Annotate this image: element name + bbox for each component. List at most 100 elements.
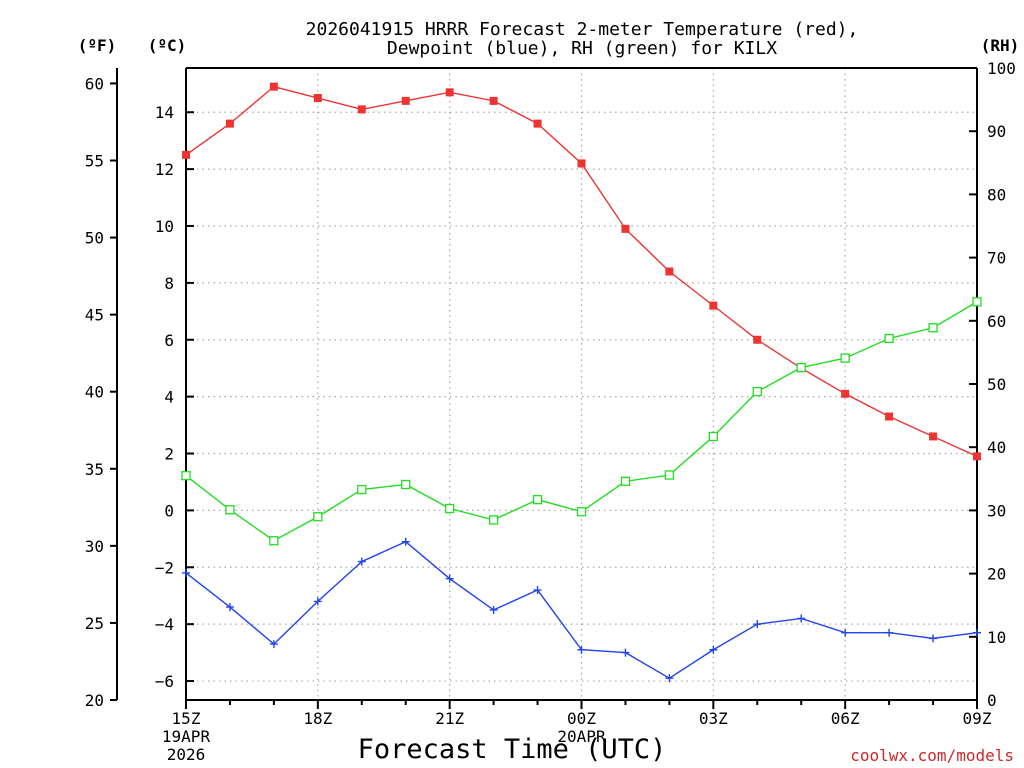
celsius-tick-label: 10 — [155, 217, 174, 236]
fahrenheit-tick-label: 20 — [85, 691, 104, 710]
dewpoint-point — [357, 557, 366, 566]
x-tick-label: 00Z — [567, 709, 596, 728]
dewpoint-point — [885, 628, 894, 637]
fahrenheit-tick-label: 35 — [85, 460, 104, 479]
rh-point — [181, 470, 191, 481]
celsius-tick-label: 4 — [164, 388, 174, 407]
temperature-point — [709, 301, 718, 310]
rh-point — [576, 507, 587, 517]
x-date-label: 2026 — [167, 745, 206, 764]
temperature-point — [621, 224, 630, 233]
rh-point — [796, 362, 806, 373]
dewpoint-point — [577, 645, 586, 654]
dewpoint-point — [841, 628, 850, 637]
dewpoint-point — [445, 574, 454, 583]
rh-point — [225, 505, 235, 515]
temperature-point — [577, 159, 586, 168]
credit-text: coolwx.com/models — [850, 746, 1014, 765]
rh-unit-label: (RH) — [981, 36, 1020, 55]
celsius-tick-label: 6 — [164, 331, 174, 350]
fahrenheit-tick-label: 60 — [85, 74, 104, 93]
temperature-point — [533, 119, 542, 128]
rh-point — [445, 503, 455, 514]
celsius-tick-label: −6 — [155, 672, 174, 691]
rh-tick-label: 10 — [987, 628, 1006, 647]
rh-point — [313, 512, 323, 522]
rh-tick-label: 90 — [987, 122, 1006, 141]
chart-title-line-1: 2026041915 HRRR Forecast 2-meter Tempera… — [306, 19, 859, 40]
rh-tick-label: 50 — [987, 375, 1006, 394]
temperature-point — [445, 88, 454, 97]
dewpoint-point — [533, 586, 542, 595]
temperature-point — [313, 94, 322, 103]
temperature-point — [357, 105, 366, 114]
rh-tick-label: 100 — [987, 59, 1016, 78]
x-tick-label: 21Z — [435, 709, 464, 728]
celsius-unit-label: (ºC) — [148, 36, 187, 55]
fahrenheit-tick-label: 30 — [85, 537, 104, 556]
rh-tick-label: 60 — [987, 312, 1006, 331]
dewpoint-point — [489, 605, 498, 614]
fahrenheit-unit-label: (ºF) — [78, 36, 117, 55]
temperature-point — [841, 389, 850, 398]
celsius-tick-label: 14 — [155, 103, 174, 122]
rh-tick-label: 0 — [987, 691, 997, 710]
temperature-point — [401, 96, 410, 105]
axes-layer — [110, 67, 978, 709]
dewpoint-point — [929, 634, 938, 643]
dewpoint-point — [709, 645, 718, 654]
rh-tick-label: 20 — [987, 565, 1006, 584]
celsius-tick-label: −4 — [155, 615, 174, 634]
rh-point — [269, 536, 279, 546]
x-tick-label: 03Z — [699, 709, 728, 728]
dewpoint-point — [753, 620, 762, 629]
rh-tick-label: 40 — [987, 438, 1006, 457]
fahrenheit-tick-label: 55 — [85, 151, 104, 170]
dewpoint-point — [973, 628, 981, 637]
temperature-point — [225, 119, 234, 128]
text-layer: 2026041915 HRRR Forecast 2-meter Tempera… — [78, 19, 1020, 765]
temperature-point — [753, 335, 762, 344]
rh-point — [401, 479, 411, 490]
celsius-tick-label: 8 — [164, 274, 174, 293]
rh-point — [752, 386, 762, 397]
rh-point — [488, 515, 499, 525]
fahrenheit-tick-label: 25 — [85, 614, 104, 633]
fahrenheit-tick-label: 50 — [85, 229, 104, 248]
x-tick-label: 06Z — [831, 709, 860, 728]
dewpoint-point — [313, 597, 322, 606]
temperature-point — [929, 432, 938, 441]
fahrenheit-tick-label: 40 — [85, 383, 104, 402]
series-layer — [181, 82, 982, 683]
rh-tick-label: 30 — [987, 501, 1006, 520]
temperature-point — [665, 267, 674, 276]
temperature-point — [489, 96, 498, 105]
rh-point — [884, 333, 894, 344]
rh-point — [840, 353, 850, 363]
rh-tick-label: 70 — [987, 249, 1006, 268]
x-tick-label: 15Z — [172, 709, 201, 728]
x-axis-title: Forecast Time (UTC) — [358, 734, 667, 765]
rh-point — [708, 431, 718, 442]
temperature-point — [182, 150, 190, 159]
rh-point — [664, 470, 675, 480]
rh-point — [532, 495, 543, 505]
dewpoint-point — [225, 603, 234, 612]
rh-point — [972, 297, 982, 307]
celsius-tick-label: 12 — [155, 160, 174, 179]
dewpoint-point — [269, 640, 278, 649]
x-tick-label: 09Z — [963, 709, 992, 728]
dewpoint-point — [401, 537, 410, 546]
rh-point — [357, 484, 367, 495]
celsius-tick-label: −2 — [155, 558, 174, 577]
x-date-label: 20APR — [557, 727, 606, 746]
temperature-point — [269, 82, 278, 91]
dewpoint-point — [621, 648, 630, 657]
rh-point — [620, 476, 631, 486]
chart-title-line-2: Dewpoint (blue), RH (green) for KILX — [387, 38, 777, 59]
x-date-label: 19APR — [162, 727, 211, 746]
celsius-tick-label: 0 — [164, 501, 174, 520]
dewpoint-point — [665, 674, 674, 683]
rh-tick-label: 80 — [987, 185, 1006, 204]
